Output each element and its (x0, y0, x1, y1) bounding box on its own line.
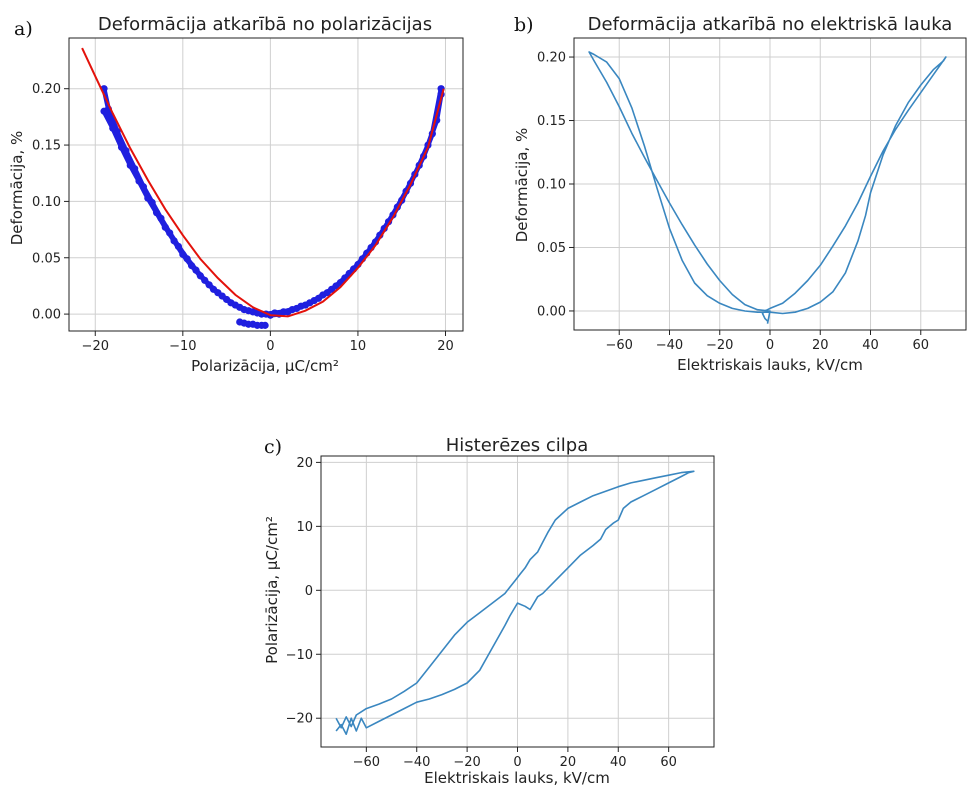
x-tick-label-b: −40 (656, 338, 683, 353)
y-tick-label-b: 0.15 (537, 114, 566, 129)
y-tick-label-b: 0.05 (537, 241, 566, 256)
x-tick-label-b: 0 (766, 338, 774, 353)
x-tick-label-b: −20 (706, 338, 733, 353)
x-tick-label-c: −40 (403, 755, 430, 770)
x-tick-label-b: 40 (862, 338, 879, 353)
y-tick-label-a: 0.00 (32, 308, 61, 323)
chart-title-a: Deformācija atkarībā no polarizācijas (98, 14, 432, 35)
y-tick-label-b: 0.10 (537, 178, 566, 193)
x-tick-label-c: 0 (513, 755, 521, 770)
x-tick-label-c: 20 (560, 755, 577, 770)
x-tick-label-a: 10 (350, 339, 367, 354)
panel-label-c: c) (264, 436, 282, 458)
x-tick-label-b: 20 (812, 338, 829, 353)
y-tick-label-c: −20 (286, 712, 313, 727)
x-tick-label-c: −60 (353, 755, 380, 770)
x-axis-label-c: Elektriskais lauks, kV/cm (424, 769, 610, 787)
y-axis-label-a: Deformācija, % (8, 131, 26, 246)
x-tick-label-a: −10 (169, 339, 196, 354)
y-tick-label-b: 0.20 (537, 51, 566, 66)
x-tick-label-b: −60 (606, 338, 633, 353)
x-tick-label-c: 40 (610, 755, 627, 770)
x-tick-label-c: −20 (453, 755, 480, 770)
y-tick-label-a: 0.20 (32, 82, 61, 97)
y-tick-label-c: 0 (305, 584, 313, 599)
y-tick-label-b: 0.00 (537, 304, 566, 319)
x-tick-label-a: −20 (82, 339, 109, 354)
y-tick-label-c: −10 (286, 648, 313, 663)
y-tick-label-c: 10 (296, 520, 313, 535)
chart-title-b: Deformācija atkarībā no elektriskā lauka (588, 14, 953, 35)
x-axis-label-a: Polarizācija, μC/cm² (191, 357, 339, 375)
x-tick-label-a: 20 (437, 339, 454, 354)
x-tick-label-a: 0 (266, 339, 274, 354)
x-axis-label-b: Elektriskais lauks, kV/cm (677, 356, 863, 374)
y-axis-label-b: Deformācija, % (513, 128, 531, 243)
y-tick-label-a: 0.15 (32, 139, 61, 154)
x-tick-label-c: 60 (660, 755, 677, 770)
panel-label-a: a) (14, 18, 33, 40)
y-tick-label-a: 0.10 (32, 195, 61, 210)
y-tick-label-c: 20 (296, 456, 313, 471)
x-tick-label-b: 60 (912, 338, 929, 353)
y-axis-label-c: Polarizācija, μC/cm² (263, 516, 281, 664)
panel-label-b: b) (514, 14, 534, 36)
y-tick-label-a: 0.05 (32, 251, 61, 266)
chart-title-c: Histerēzes cilpa (446, 435, 589, 456)
